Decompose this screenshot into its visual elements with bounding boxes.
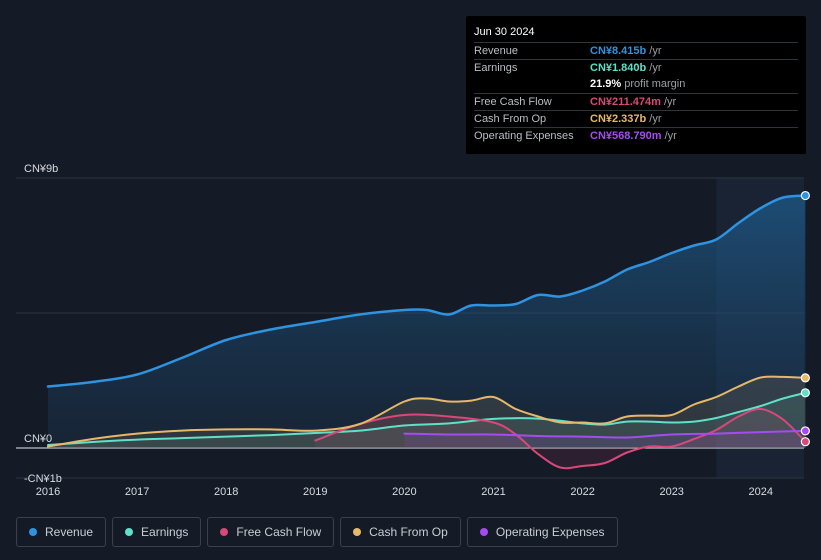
tooltip-row-value: CN¥568.790m bbox=[590, 130, 662, 142]
cash-from-op-endpoint bbox=[800, 373, 810, 383]
operating-expenses-endpoint bbox=[800, 426, 810, 436]
legend-label: Free Cash Flow bbox=[236, 525, 322, 539]
tooltip-row-unit: profit margin bbox=[624, 78, 686, 90]
tooltip-row-unit: /yr bbox=[649, 113, 662, 125]
legend-label: Revenue bbox=[45, 525, 94, 539]
legend-dot-icon bbox=[220, 528, 229, 536]
tooltip-row: Free Cash Flow CN¥211.474m/yr bbox=[474, 93, 798, 110]
free-cash-flow-endpoint bbox=[800, 437, 810, 447]
legend-item-cash-from-op[interactable]: Cash From Op bbox=[340, 517, 461, 547]
tooltip-row-label: Operating Expenses bbox=[474, 130, 574, 142]
legend-item-revenue[interactable]: Revenue bbox=[16, 517, 107, 547]
tooltip-row-label: Earnings bbox=[474, 62, 518, 74]
tooltip-row-unit: /yr bbox=[649, 45, 662, 57]
operating-expenses-line bbox=[403, 429, 807, 439]
tooltip-row-label bbox=[474, 76, 590, 93]
tooltip-row: Earnings CN¥1.840b/yr bbox=[474, 59, 798, 76]
tooltip-row: Revenue CN¥8.415b/yr bbox=[474, 42, 798, 59]
tooltip-row-unit: /yr bbox=[663, 96, 677, 108]
tooltip-row-value: 21.9% bbox=[590, 78, 622, 90]
revenue-line bbox=[46, 194, 807, 388]
legend-dot-icon bbox=[29, 528, 37, 536]
tooltip-row-label: Free Cash Flow bbox=[474, 96, 552, 108]
tooltip-row-value: CN¥2.337b bbox=[590, 113, 647, 125]
x-tick-label: 2023 bbox=[659, 486, 683, 498]
x-tick-label: 2018 bbox=[214, 486, 238, 498]
x-tick-label: 2020 bbox=[392, 486, 416, 498]
legend-label: Cash From Op bbox=[369, 525, 448, 539]
tooltip-row-value: CN¥1.840b bbox=[590, 62, 647, 74]
tooltip-row-unit: /yr bbox=[664, 130, 677, 142]
legend-label: Earnings bbox=[141, 525, 189, 539]
legend-item-earnings[interactable]: Earnings bbox=[112, 517, 202, 547]
legend-dot-icon bbox=[353, 528, 362, 536]
earnings-area bbox=[48, 392, 806, 448]
y-tick-label: -CN¥1b bbox=[24, 473, 62, 485]
legend: Revenue Earnings Free Cash Flow Cash From O… bbox=[16, 517, 624, 547]
legend-dot-icon bbox=[125, 528, 134, 536]
earnings-endpoint bbox=[800, 388, 810, 398]
tooltip-row-value: CN¥8.415b bbox=[590, 45, 647, 57]
legend-item-free-cash-flow[interactable]: Free Cash Flow bbox=[207, 517, 335, 547]
x-tick-label: 2022 bbox=[570, 486, 594, 498]
tooltip-row-label: Cash From Op bbox=[474, 113, 547, 125]
tooltip: Jun 30 2024 Revenue CN¥8.415b/yr Earnings C… bbox=[466, 16, 806, 154]
y-tick-label: CN¥9b bbox=[24, 163, 58, 175]
cash-from-op-line bbox=[47, 375, 807, 448]
x-tick-label: 2019 bbox=[303, 486, 327, 498]
tooltip-row: Cash From Op CN¥2.337b/yr bbox=[474, 110, 798, 127]
tooltip-row-label: Revenue bbox=[474, 45, 519, 57]
tooltip-row: Operating Expenses CN¥568.790m/yr bbox=[474, 127, 798, 144]
tooltip-date: Jun 30 2024 bbox=[474, 26, 535, 38]
x-tick-label: 2017 bbox=[125, 486, 149, 498]
x-tick-label: 2021 bbox=[481, 486, 505, 498]
x-tick-label: 2024 bbox=[749, 486, 773, 498]
revenue-endpoint bbox=[800, 190, 810, 201]
legend-dot-icon bbox=[479, 528, 488, 536]
tooltip-row-value: CN¥211.474m bbox=[590, 96, 661, 108]
y-tick-label: CN¥0 bbox=[24, 433, 52, 445]
x-tick-label: 2016 bbox=[36, 486, 60, 498]
legend-label: Operating Expenses bbox=[495, 525, 605, 539]
free-cash-flow-line bbox=[314, 407, 807, 470]
revenue-area bbox=[48, 195, 806, 448]
earnings-line bbox=[47, 391, 807, 446]
tooltip-row-unit: /yr bbox=[649, 62, 662, 74]
tooltip-row: 21.9% profit margin bbox=[474, 76, 798, 93]
legend-item-operating-expenses[interactable]: Operating Expenses bbox=[466, 517, 618, 547]
